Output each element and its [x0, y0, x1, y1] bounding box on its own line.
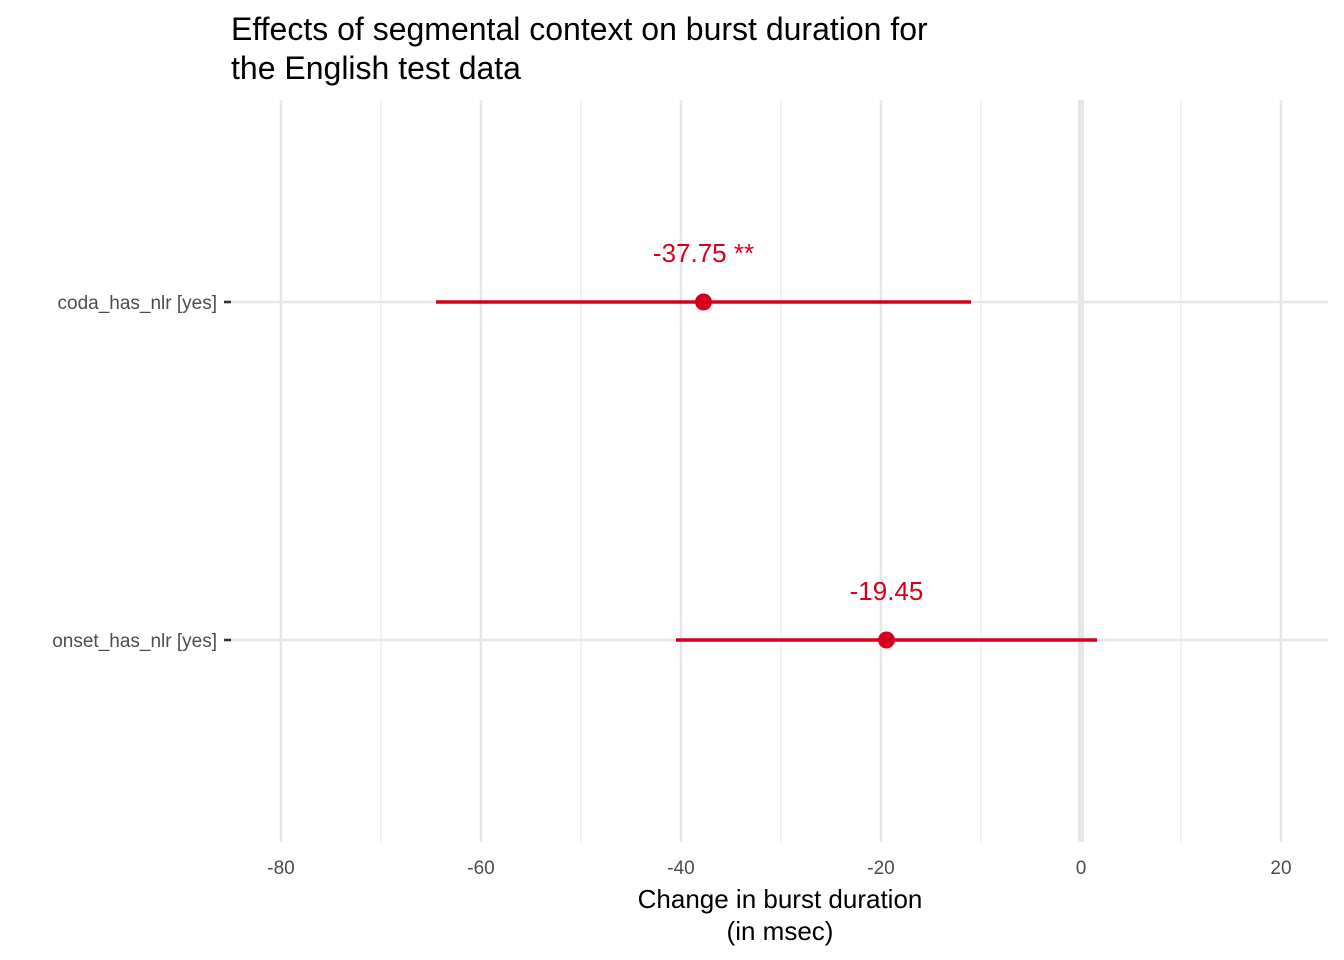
estimate-label: -19.45: [850, 576, 924, 606]
x-tick-label: -40: [667, 858, 694, 879]
x-tick-label: -80: [267, 858, 294, 879]
x-tick-label: 0: [1076, 858, 1087, 879]
estimate-point: [695, 293, 712, 311]
x-axis-ticks: -80 -60 -40 -20 0 20: [267, 858, 1291, 879]
x-axis-title-line-1: Change in burst duration: [638, 884, 923, 914]
minor-gridlines: [380, 100, 1182, 842]
chart-title-line-1: Effects of segmental context on burst du…: [231, 11, 928, 47]
x-axis-title-line-2: (in msec): [727, 916, 834, 946]
y-tick-label: onset_has_nlr [yes]: [52, 631, 217, 652]
chart-title-line-2: the English test data: [231, 50, 521, 86]
estimate-marks: -37.75 ** -19.45: [436, 238, 1097, 649]
x-tick-label: -60: [467, 858, 494, 879]
x-tick-label: -20: [867, 858, 894, 879]
major-gridlines: [231, 100, 1328, 842]
y-axis-ticks: coda_has_nlr [yes] onset_has_nlr [yes]: [52, 293, 231, 652]
y-tick-label: coda_has_nlr [yes]: [58, 293, 218, 314]
x-tick-label: 20: [1270, 858, 1291, 879]
estimate-label: -37.75 **: [653, 238, 754, 268]
estimate-point: [878, 631, 895, 649]
